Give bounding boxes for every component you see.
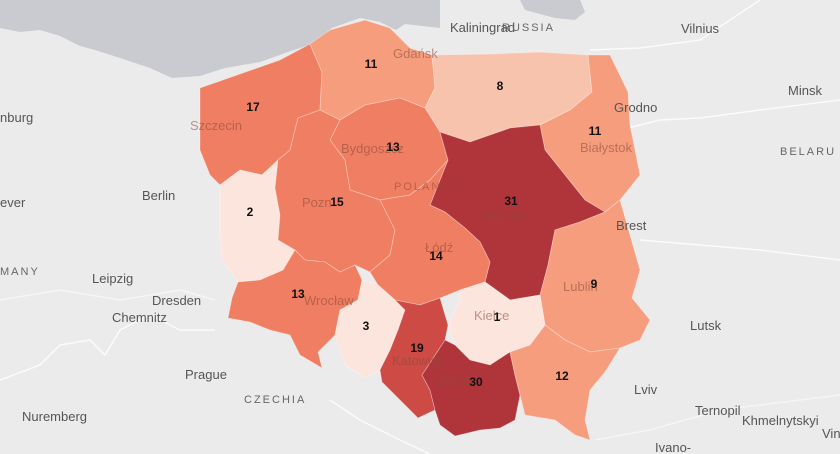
value-opolskie: 3 [363, 319, 370, 333]
voivodeship-layer [199, 19, 651, 441]
value-kujawsko-pomorskie: 13 [386, 140, 400, 154]
label-lodz: Łódź [425, 240, 453, 255]
border-lithuania [589, 0, 761, 51]
label-ivano: Ivano- [655, 440, 691, 454]
label-czechia: CZECHIA [244, 394, 306, 406]
value-warminsko-mazurskie: 8 [497, 79, 504, 93]
label-ternopil: Ternopil [695, 403, 741, 418]
label-warsaw: Warsaw [481, 208, 528, 223]
baltic-sea [0, 0, 440, 78]
label-poland: POLAND [394, 181, 451, 193]
label-vilnius: Vilnius [681, 21, 720, 36]
label-khmelnytskyi: Khmelnytskyi [742, 413, 819, 428]
value-podkarpackie: 12 [555, 369, 569, 383]
label-bialystok: Białystok [580, 140, 633, 155]
label-prague: Prague [185, 367, 227, 382]
value-podlaskie: 11 [589, 124, 602, 138]
label-dresden: Dresden [152, 293, 201, 308]
value-slaskie: 19 [410, 341, 424, 355]
label-leipzig: Leipzig [92, 271, 133, 286]
border-germany-czechia [0, 314, 215, 381]
label-nuremberg: Nuremberg [22, 409, 87, 424]
border-german-states [0, 289, 216, 301]
label-kielce: Kielce [474, 308, 509, 323]
label-bydgoszcz: Bydgoszcz [341, 141, 404, 156]
label-cracow: Cracow [436, 373, 481, 388]
value-mazowieckie: 31 [504, 194, 518, 208]
value-zachodniopomorskie: 17 [246, 100, 260, 114]
label-gdansk: Gdańsk [393, 46, 438, 61]
label-wroclaw: Wrocław [304, 293, 354, 308]
label-bremen: ever [0, 195, 26, 210]
value-lubelskie: 9 [591, 277, 598, 291]
value-lodzkie: 14 [429, 249, 443, 263]
region-podkarpackie[interactable] [509, 324, 621, 441]
label-minsk: Minsk [788, 83, 822, 98]
label-poznan: Pozn [302, 195, 332, 210]
label-russia: RUSSIA [502, 22, 555, 34]
label-brest: Brest [616, 218, 647, 233]
value-labels: 17 11 8 11 2 15 13 31 14 9 13 3 19 1 30 … [246, 57, 601, 389]
border-belarus-ukraine [639, 239, 840, 261]
label-grodno: Grodno [614, 100, 657, 115]
label-katowice: Katowice [392, 353, 445, 368]
label-germany: MANY [0, 266, 40, 278]
label-chemnitz: Chemnitz [112, 310, 167, 325]
label-hamburg: nburg [0, 110, 33, 125]
label-belarus: BELARU [780, 146, 836, 158]
value-pomorskie: 11 [365, 57, 378, 71]
baltic-sea-east [520, 0, 585, 20]
value-swietokrzyskie: 1 [494, 310, 501, 324]
value-wielkopolskie: 15 [330, 195, 344, 209]
label-lviv: Lviv [634, 382, 658, 397]
label-lutsk: Lutsk [690, 318, 722, 333]
border-ukraine-oblasts [594, 394, 840, 441]
value-dolnoslaskie: 13 [291, 287, 305, 301]
label-berlin: Berlin [142, 188, 175, 203]
label-lublin: Lublin [563, 279, 598, 294]
place-labels: Kaliningrad RUSSIA Vilnius Minsk BELARU … [0, 20, 840, 454]
border-slovakia [329, 399, 431, 454]
label-vin: Vin [822, 426, 840, 441]
border-belarus-lithuania [619, 99, 840, 131]
value-malopolskie: 30 [469, 375, 483, 389]
region-malopolskie[interactable] [421, 339, 521, 437]
label-kaliningrad: Kaliningrad [450, 20, 515, 35]
label-szczecin: Szczecin [190, 118, 242, 133]
value-lubuskie: 2 [247, 205, 254, 219]
